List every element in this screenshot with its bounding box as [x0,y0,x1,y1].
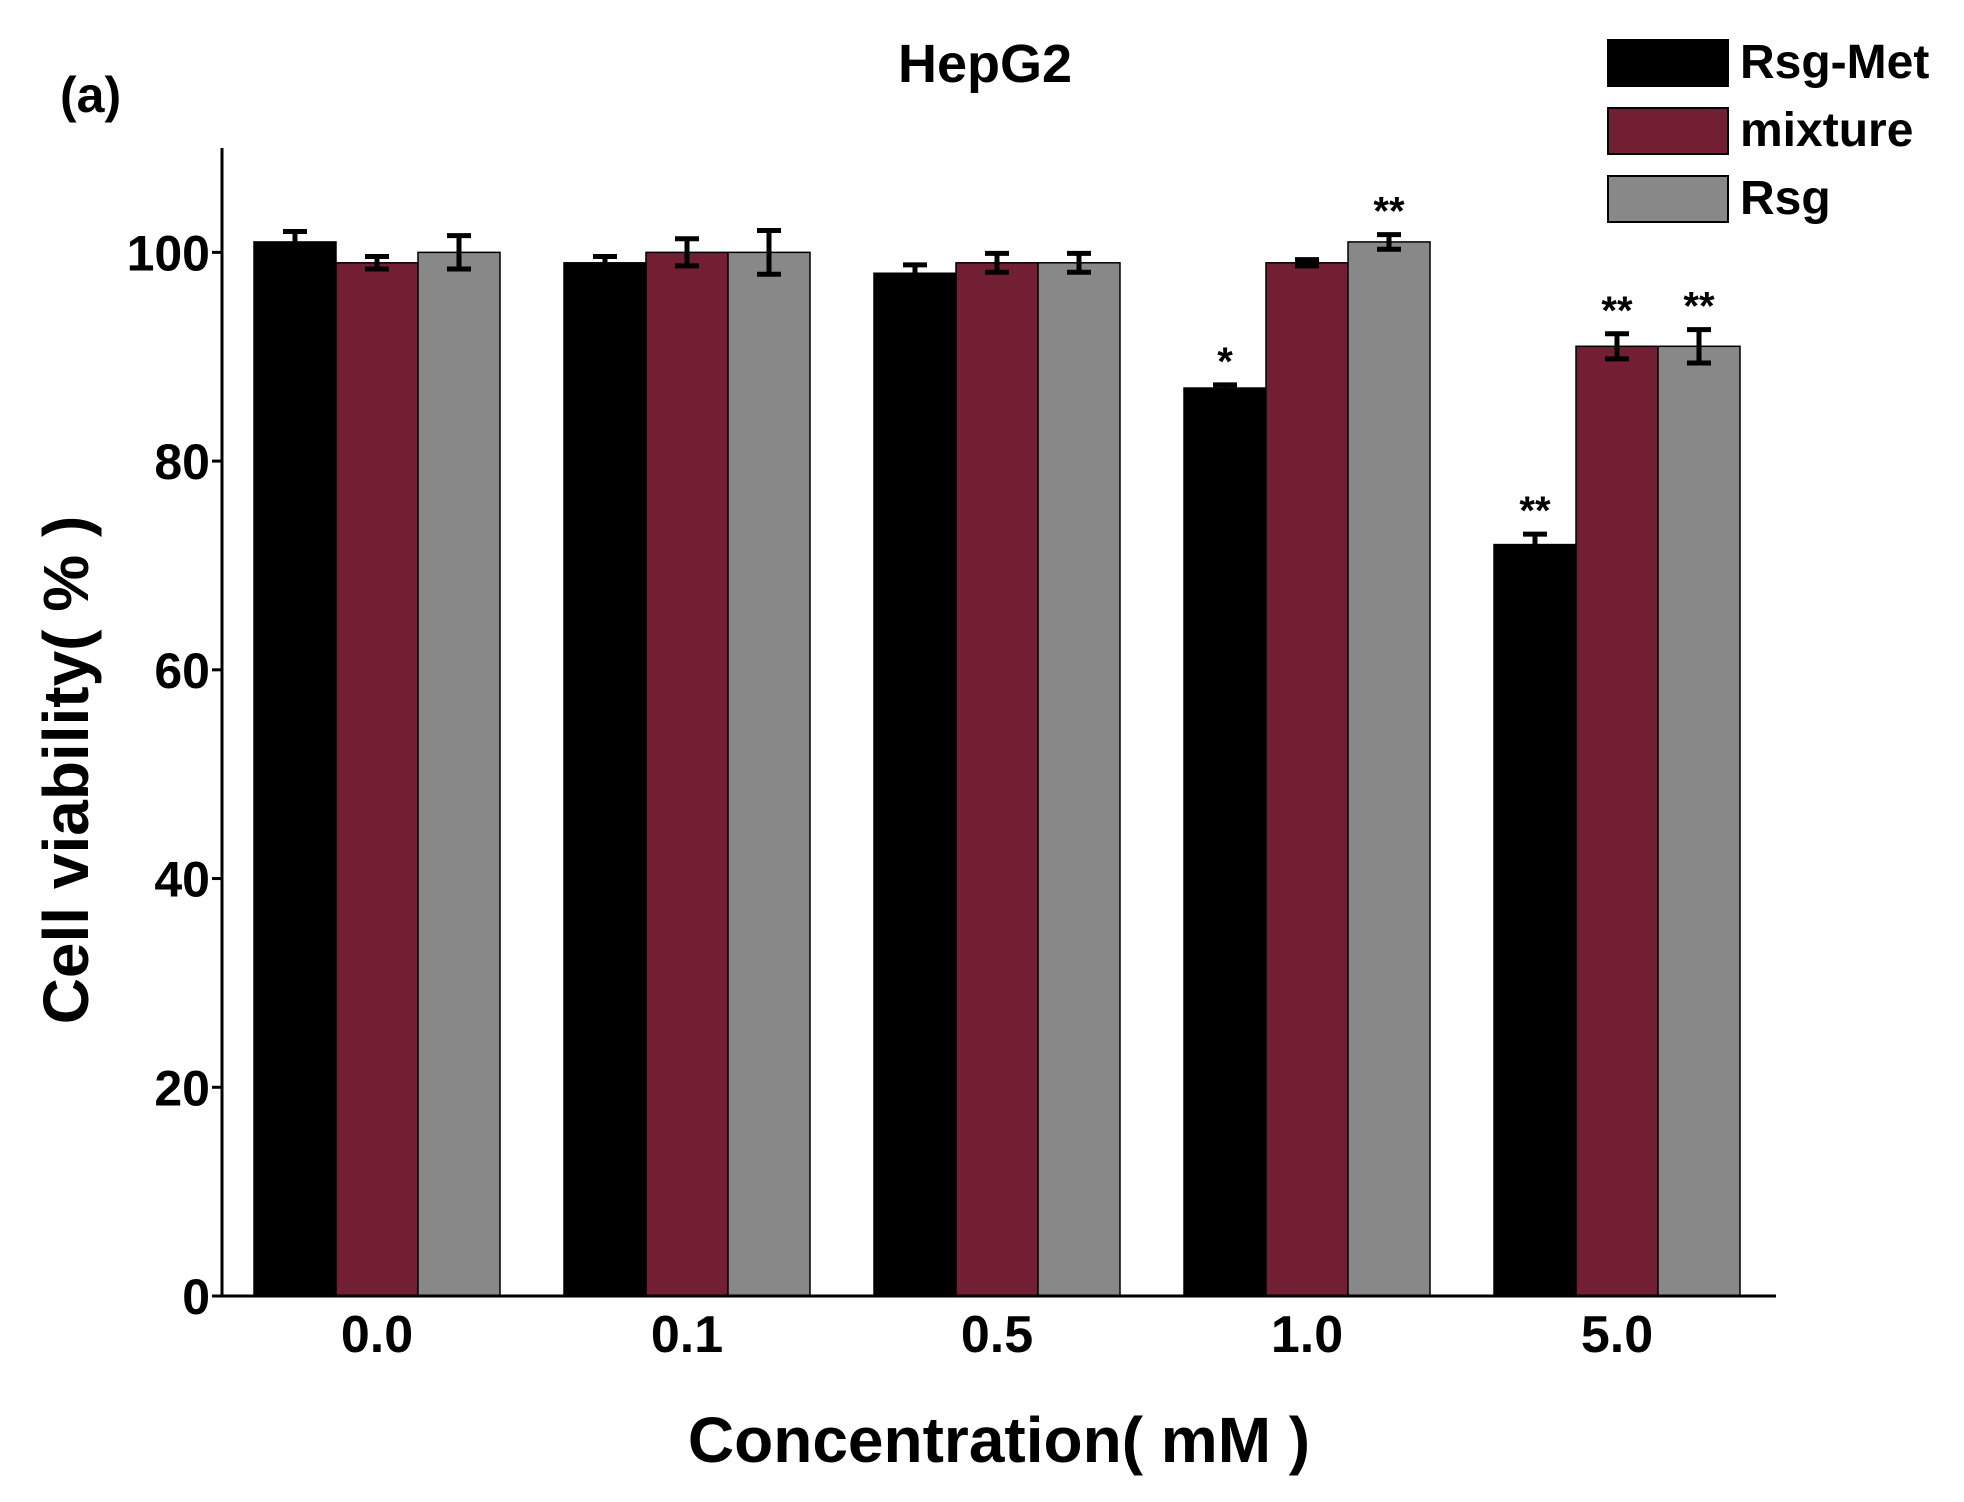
significance-Rsg-5.0: ** [1683,285,1715,329]
bar-group-0.5 [873,250,1121,1297]
legend-label-Rsg-Met: Rsg-Met [1740,36,1929,89]
panel-label: (a) [60,67,121,123]
bar-mixture-5.0 [1575,345,1659,1297]
x-axis-ticks: 0.0 0.1 0.5 1.0 5.0 [341,1306,1653,1364]
bar-Rsg-1.0 [1347,241,1431,1297]
x-tick-label-1.0: 1.0 [1271,1306,1343,1364]
x-tick-label-0.5: 0.5 [961,1306,1033,1364]
y-tick-label-100: 100 [127,225,210,281]
y-tick-label-20: 20 [154,1060,210,1116]
x-axis-label: Concentration( mM ) [688,1404,1310,1476]
y-axis-ticks: 0 20 40 60 80 100 [127,225,222,1325]
bar-Rsg-5.0 [1657,345,1741,1297]
significance-mixture-5.0: ** [1601,289,1633,333]
bar-Rsg-Met-0.1 [563,262,647,1297]
legend-swatch-Rsg-Met [1607,39,1729,87]
y-axis-label: Cell viability( % ) [30,516,102,1025]
bar-group-5.0: ** ** ** [1493,285,1741,1297]
bar-Rsg-Met-5.0 [1493,543,1577,1297]
bar-mixture-1.0 [1265,262,1349,1297]
bar-mixture-0.5 [955,262,1039,1297]
legend-swatch-mixture [1607,107,1729,155]
bar-mixture-0.0 [335,262,419,1297]
significance-Rsg-Met-5.0: ** [1519,489,1551,533]
bar-Rsg-Met-0.0 [253,241,337,1297]
legend: Rsg-Met mixture Rsg [1607,36,1929,225]
bar-group-0.0 [253,228,501,1297]
bar-group-0.1 [563,227,811,1297]
legend-label-mixture: mixture [1740,104,1913,157]
significance-Rsg-Met-1.0: * [1217,340,1233,384]
significance-Rsg-1.0: ** [1373,190,1405,234]
x-tick-label-5.0: 5.0 [1581,1306,1653,1364]
chart-title: HepG2 [898,34,1072,94]
bar-Rsg-0.0 [417,251,501,1297]
legend-label-Rsg: Rsg [1740,172,1831,225]
x-tick-label-0.1: 0.1 [651,1306,723,1364]
bar-Rsg-Met-1.0 [1183,387,1267,1297]
y-tick-label-40: 40 [154,852,210,908]
y-tick-label-80: 80 [154,434,210,490]
y-tick-label-60: 60 [154,643,210,699]
y-tick-label-0: 0 [182,1269,210,1325]
legend-swatch-Rsg [1607,175,1729,223]
bar-group-1.0: *** [1183,190,1431,1297]
bar-Rsg-0.5 [1037,262,1121,1297]
bar-Rsg-Met-0.5 [873,272,957,1297]
bar-mixture-0.1 [645,251,729,1297]
bar-Rsg-0.1 [727,251,811,1297]
x-tick-label-0.0: 0.0 [341,1306,413,1364]
plot-area: ******* ** [253,190,1741,1297]
